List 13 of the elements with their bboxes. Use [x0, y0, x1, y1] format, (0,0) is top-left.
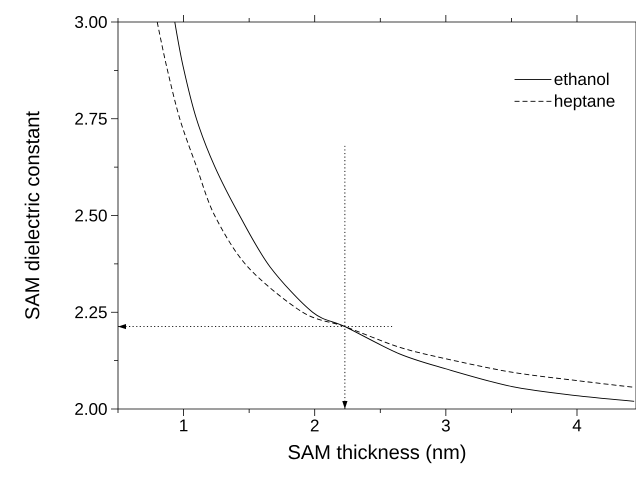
- legend-label: ethanol: [554, 72, 608, 86]
- y-axis-title: SAM dielectric constant: [24, 111, 40, 320]
- y-tick-label: 2.25: [75, 306, 107, 318]
- y-tick-label: 2.00: [75, 402, 107, 416]
- x-tick-label: 4: [572, 420, 582, 432]
- x-tick-label: 1: [180, 420, 188, 432]
- x-tick-label: 3: [442, 420, 450, 432]
- y-tick-label: 3.00: [75, 16, 107, 28]
- legend-label: heptane: [555, 94, 615, 110]
- x-tick-label: 2: [310, 420, 319, 432]
- x-axis-title: SAM thickness (nm): [288, 444, 466, 464]
- y-tick-label: 2.75: [75, 112, 107, 125]
- y-tick-label: 2.50: [75, 209, 107, 222]
